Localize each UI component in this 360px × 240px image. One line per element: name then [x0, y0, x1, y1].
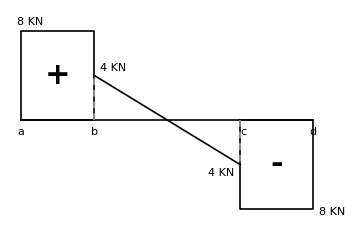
Text: +: + [45, 61, 71, 90]
Text: 4 KN: 4 KN [100, 63, 126, 73]
Text: 8 KN: 8 KN [17, 17, 44, 27]
Text: a: a [18, 127, 24, 137]
Text: c: c [240, 127, 246, 137]
Text: 4 KN: 4 KN [208, 168, 234, 178]
Text: -: - [270, 150, 283, 179]
Text: d: d [310, 127, 317, 137]
Text: b: b [91, 127, 98, 137]
Text: 8 KN: 8 KN [319, 207, 346, 217]
